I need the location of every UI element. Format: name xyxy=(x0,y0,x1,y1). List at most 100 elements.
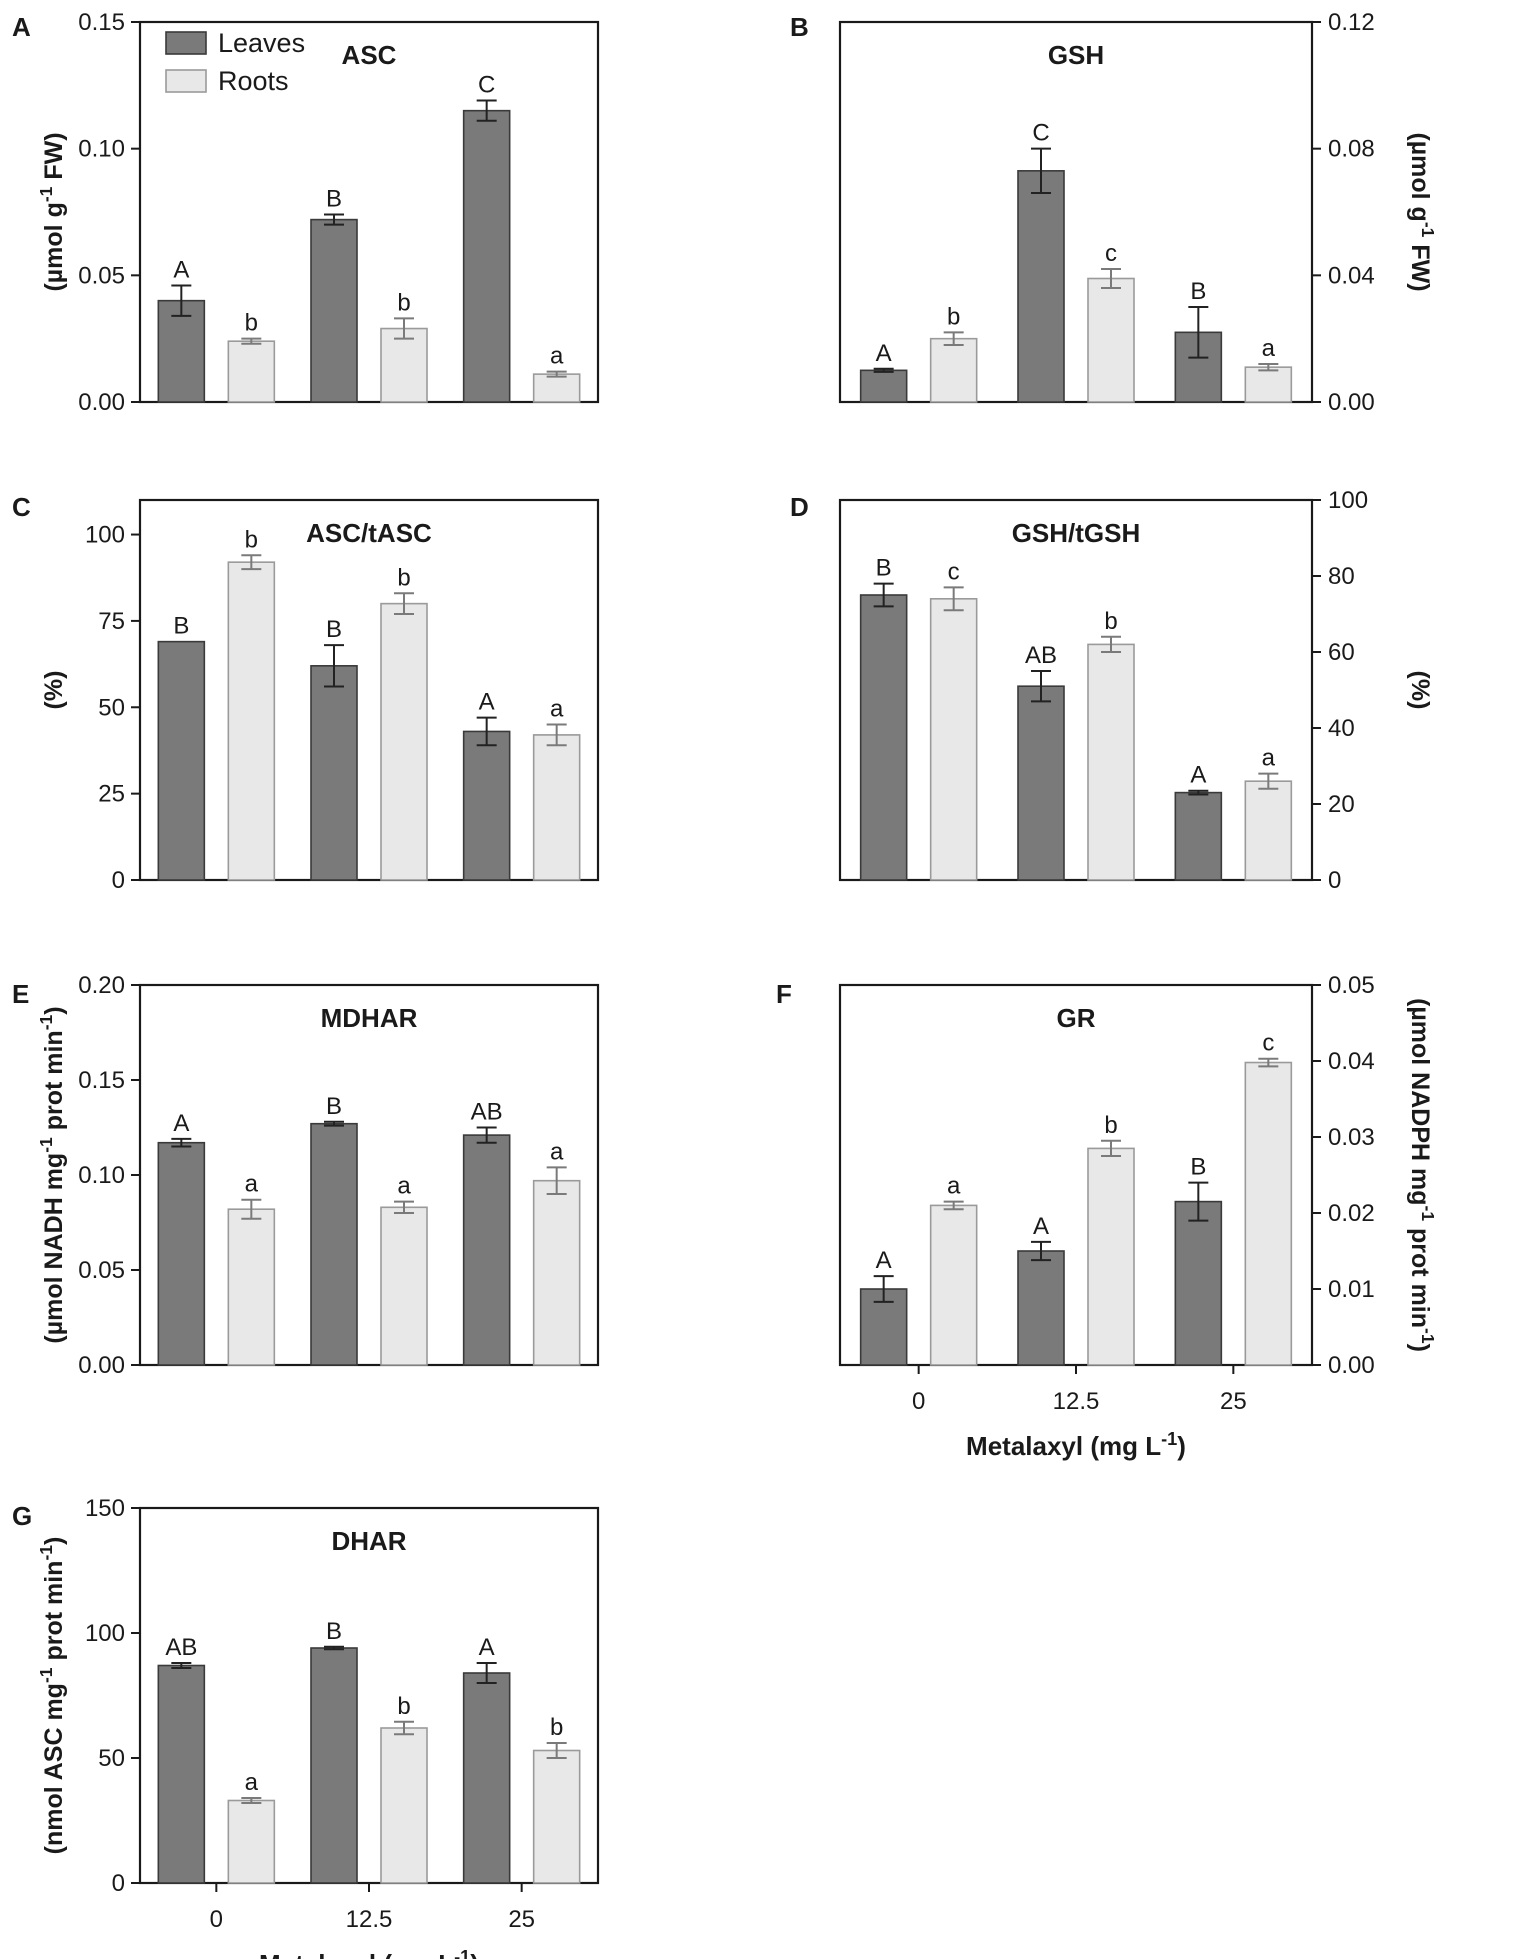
leaves-bar-2 xyxy=(462,730,511,881)
significance-label: B xyxy=(326,1093,342,1120)
leaves-bar-2 xyxy=(462,1672,511,1884)
chart-panel-a: A ASC 0.00 0.05 0.10 0.15 (µmol g-1 FW) Ab Bb Ca L… xyxy=(12,9,600,416)
y-tick-label: 50 xyxy=(98,694,125,721)
y-tick-label: 0.04 xyxy=(1328,1048,1375,1075)
roots-bar-2 xyxy=(532,734,581,881)
significance-label: c xyxy=(948,558,960,585)
leaves-bar-1 xyxy=(310,218,358,403)
significance-label: A xyxy=(173,1110,189,1137)
leaves-bar-2 xyxy=(1174,1200,1223,1366)
significance-label: B xyxy=(326,616,342,643)
y-tick-label: 100 xyxy=(1328,487,1368,514)
panel-letter: B xyxy=(790,12,809,42)
leaves-bar-1 xyxy=(310,1122,358,1366)
x-tick-label: 12.5 xyxy=(1053,1388,1100,1415)
leaves-bar-2 xyxy=(1174,791,1223,881)
y-tick-label: 50 xyxy=(98,1745,125,1772)
chart-title: ASC/tASC xyxy=(306,518,432,548)
y-axis-title: (µmol NADPH mg-1 prot min-1) xyxy=(1406,998,1438,1352)
significance-label: B xyxy=(173,613,189,640)
y-axis-title: (nmol ASC mg-1 prot min-1) xyxy=(36,1537,68,1855)
significance-label: A xyxy=(876,340,892,367)
leaves-bar-0 xyxy=(859,594,908,881)
roots-bar-2 xyxy=(532,1179,581,1366)
chart-title: GSH/tGSH xyxy=(1012,518,1141,548)
chart-title: ASC xyxy=(342,40,397,70)
y-axis-title: (%) xyxy=(40,671,68,710)
y-tick-label: 0.02 xyxy=(1328,1200,1375,1227)
significance-label: A xyxy=(876,1247,892,1274)
plot-frame xyxy=(138,498,600,882)
significance-label: a xyxy=(550,343,564,370)
y-tick-label: 0.20 xyxy=(78,972,125,999)
significance-label: a xyxy=(245,1769,259,1796)
chart-panel-d: D GSH/tGSH 0 20 40 60 80 100 (%) B c AB b Aa xyxy=(790,487,1434,894)
roots-bar-0 xyxy=(929,337,978,403)
legend-swatch-roots xyxy=(165,69,207,93)
plot-frame xyxy=(838,498,1314,882)
y-tick-label: 20 xyxy=(1328,791,1355,818)
significance-label: AB xyxy=(471,1099,503,1126)
significance-label: A xyxy=(479,1634,495,1661)
significance-label: B xyxy=(876,555,892,582)
leaves-bar-1 xyxy=(1017,1250,1065,1366)
y-tick-label: 0.10 xyxy=(78,136,125,163)
roots-bar-2 xyxy=(1244,366,1293,403)
legend-swatch-leaves xyxy=(165,31,207,55)
significance-label: b xyxy=(947,303,960,330)
significance-label: b xyxy=(1104,1112,1117,1139)
y-tick-label: 0.05 xyxy=(78,1257,125,1284)
chart-panel-f: F GR 0.00 0.01 0.02 0.03 0.04 0.05 (µmol NADPH m… xyxy=(776,972,1438,1461)
roots-bar-0 xyxy=(929,1204,978,1366)
significance-label: C xyxy=(478,72,495,99)
chart-title: GSH xyxy=(1048,40,1104,70)
leaves-bar-0 xyxy=(157,299,206,403)
chart-panel-e: E MDHAR 0.00 0.05 0.10 0.15 0.20 (µmol NADH mg-… xyxy=(12,972,600,1379)
x-axis-title: Metalaxyl (mg L-1) xyxy=(966,1429,1186,1461)
plot-frame xyxy=(838,983,1314,1367)
y-tick-label: 0 xyxy=(1328,867,1341,894)
y-tick-label: 0.08 xyxy=(1328,136,1375,163)
leaves-bar-0 xyxy=(157,640,206,881)
panel-letter: F xyxy=(776,979,792,1009)
roots-bar-0 xyxy=(227,340,276,403)
y-tick-label: 0.00 xyxy=(1328,1352,1375,1379)
leaves-bar-0 xyxy=(157,1141,206,1366)
panel-letter: G xyxy=(12,1501,32,1531)
significance-label: C xyxy=(1032,120,1049,147)
significance-label: b xyxy=(397,289,410,316)
roots-bar-0 xyxy=(227,1799,276,1884)
y-tick-label: 0.00 xyxy=(78,1352,125,1379)
leaves-bar-2 xyxy=(462,1134,511,1366)
x-axis-title: Metalaxyl (mg L-1) xyxy=(259,1947,479,1959)
leaves-bar-0 xyxy=(157,1664,206,1884)
roots-bar-0 xyxy=(227,1208,276,1366)
significance-label: b xyxy=(245,310,258,337)
panel-letter: E xyxy=(12,979,29,1009)
legend-label-leaves: Leaves xyxy=(218,28,305,58)
roots-bar-1 xyxy=(380,327,428,403)
roots-bar-2 xyxy=(532,1749,581,1884)
significance-label: A xyxy=(1033,1213,1049,1240)
significance-label: AB xyxy=(165,1634,197,1661)
y-tick-label: 60 xyxy=(1328,639,1355,666)
significance-label: b xyxy=(397,564,410,591)
y-tick-label: 80 xyxy=(1328,563,1355,590)
roots-bar-2 xyxy=(1244,1061,1293,1366)
y-tick-label: 100 xyxy=(85,522,125,549)
y-tick-label: 75 xyxy=(98,608,125,635)
y-axis-title: (µmol g-1 FW) xyxy=(1406,132,1438,291)
chart-panel-b: B GSH 0.00 0.04 0.08 0.12 (µmol g-1 FW) Ab Cc Ba xyxy=(790,9,1438,416)
significance-label: a xyxy=(947,1173,961,1200)
significance-label: A xyxy=(479,689,495,716)
significance-label: b xyxy=(397,1693,410,1720)
significance-label: a xyxy=(1262,745,1276,772)
significance-label: B xyxy=(326,1618,342,1645)
y-tick-label: 0.01 xyxy=(1328,1276,1375,1303)
significance-label: A xyxy=(173,256,189,283)
plot-frame xyxy=(838,20,1314,404)
legend: Leaves Roots xyxy=(165,28,305,96)
roots-bar-1 xyxy=(380,602,428,881)
y-tick-label: 0 xyxy=(112,867,125,894)
roots-bar-0 xyxy=(929,597,978,881)
